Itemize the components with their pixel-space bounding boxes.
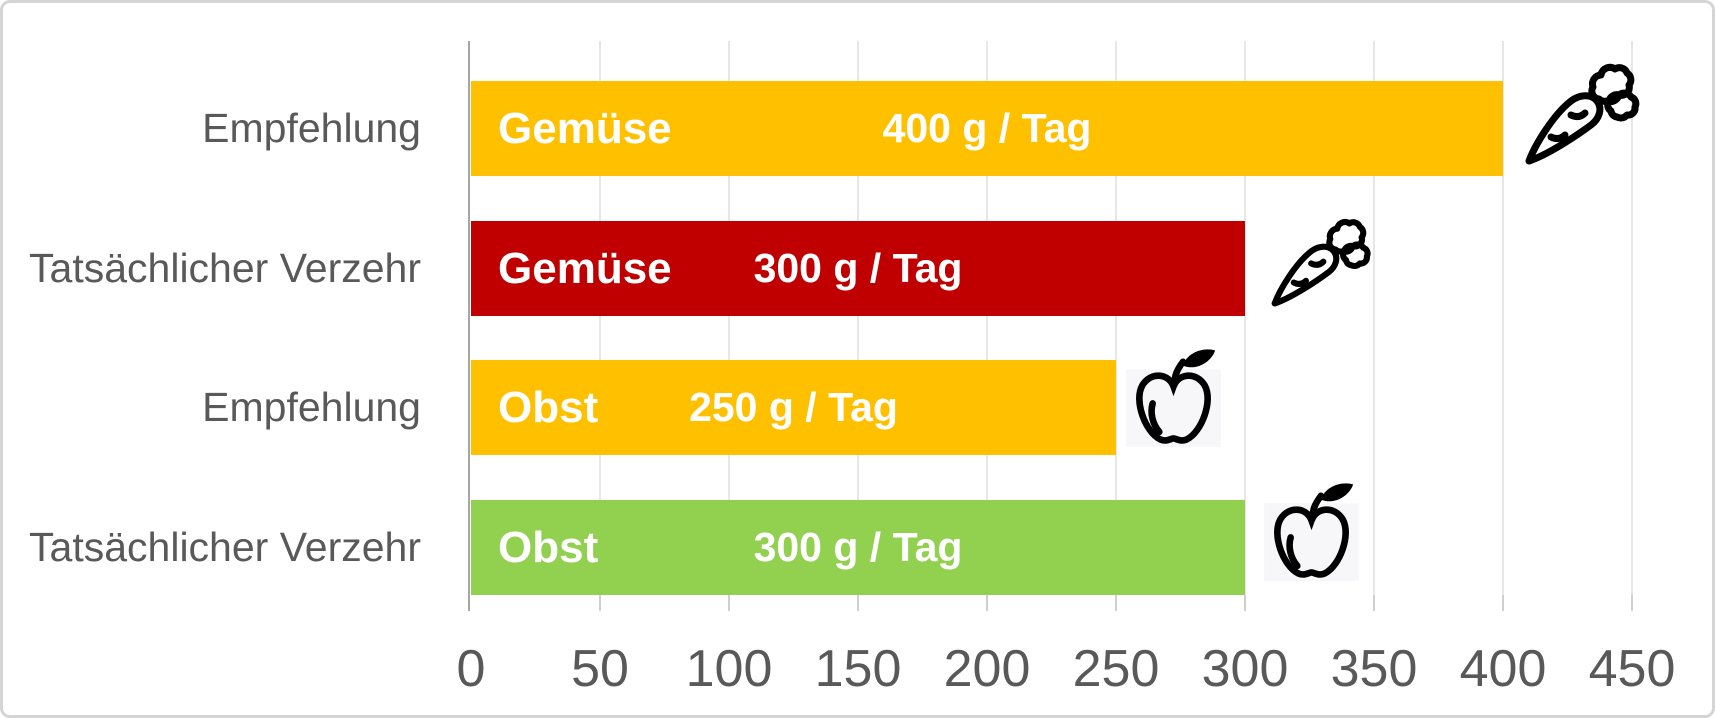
x-tick-label: 100: [685, 640, 773, 698]
bar-verzehr-obst: Obst 300 g / Tag: [471, 500, 1245, 595]
x-tick-label: 200: [943, 640, 1031, 698]
bar-row-verzehr-gemuese: Tatsächlicher Verzehr Gemüse 300 g / Tag: [3, 221, 1712, 316]
category-label: Tatsächlicher Verzehr: [29, 245, 421, 291]
y-axis-line: [468, 41, 470, 611]
gridline-50: [599, 41, 601, 595]
gridline-350: [1373, 41, 1375, 595]
tick-mark: [1373, 595, 1375, 611]
bar-row-empfehlung-gemuese: Empfehlung Gemüse 400 g / Tag: [3, 81, 1712, 176]
x-tick-label: 50: [571, 640, 629, 698]
gridline-200: [986, 41, 988, 595]
bar-verzehr-gemuese: Gemüse 300 g / Tag: [471, 221, 1245, 316]
x-tick-label: 400: [1459, 640, 1547, 698]
x-tick-label: 350: [1330, 640, 1418, 698]
bar-series-label: Gemüse: [498, 243, 672, 293]
tick-mark: [728, 595, 730, 611]
tick-mark: [986, 595, 988, 611]
tick-mark: [1631, 595, 1633, 611]
tick-mark: [1115, 595, 1117, 611]
x-tick-label: 300: [1201, 640, 1289, 698]
bar-value-label: 300 g / Tag: [753, 524, 963, 570]
category-label: Tatsächlicher Verzehr: [29, 524, 421, 570]
gridline-250: [1115, 41, 1117, 595]
bar-value-label: 300 g / Tag: [753, 245, 963, 291]
x-tick-label: 450: [1588, 640, 1676, 698]
carrot-icon: [1515, 57, 1645, 172]
apple-icon: [1263, 475, 1360, 581]
carrot-icon: [1259, 213, 1379, 313]
apple-icon: [1125, 341, 1222, 447]
tick-mark: [857, 595, 859, 611]
category-label: Empfehlung: [202, 105, 421, 151]
gridline-150: [857, 41, 859, 595]
bar-row-verzehr-obst: Tatsächlicher Verzehr Obst 300 g / Tag: [3, 500, 1712, 595]
gridline-300: [1244, 41, 1246, 595]
x-tick-label: 250: [1072, 640, 1160, 698]
tick-mark: [1244, 595, 1246, 611]
x-tick-label: 150: [814, 640, 902, 698]
bar-value-label: 250 g / Tag: [689, 384, 898, 430]
bar-empfehlung-obst: Obst 250 g / Tag: [471, 360, 1116, 455]
x-tick-label: 0: [456, 640, 486, 698]
category-label: Empfehlung: [202, 384, 421, 430]
bar-value-label: 400 g / Tag: [882, 105, 1092, 151]
gridline-100: [728, 41, 730, 595]
bar-series-label: Obst: [498, 382, 599, 432]
bar-series-label: Obst: [498, 522, 599, 572]
bar-row-empfehlung-obst: Empfehlung Obst 250 g / Tag: [3, 360, 1712, 455]
tick-mark: [1502, 595, 1504, 611]
bar-series-label: Gemüse: [498, 103, 672, 153]
gridline-450: [1631, 41, 1633, 595]
tick-mark: [599, 595, 601, 611]
gridline-400: [1502, 41, 1504, 595]
bar-empfehlung-gemuese: Gemüse 400 g / Tag: [471, 81, 1503, 176]
